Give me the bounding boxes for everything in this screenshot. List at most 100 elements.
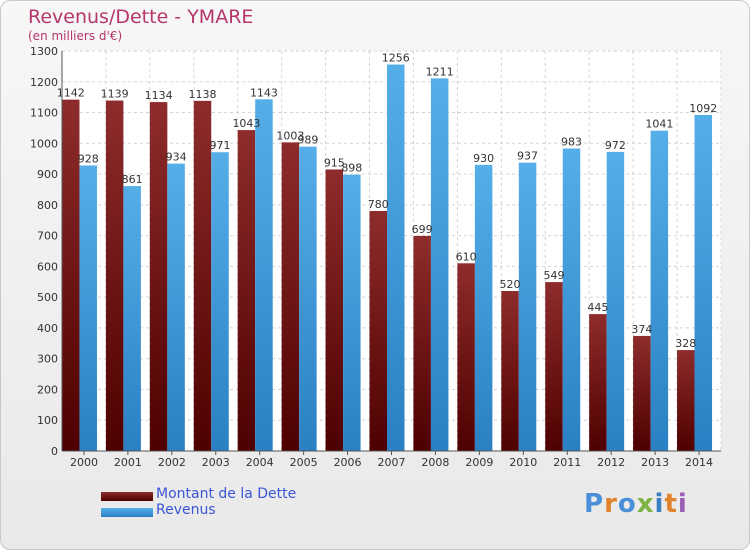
logo-letter: i [654, 489, 665, 519]
x-tick-label: 2000 [70, 456, 98, 469]
y-tick-label: 100 [37, 414, 58, 427]
data-label-revenue: 1256 [382, 52, 410, 65]
y-tick-label: 1000 [30, 137, 58, 150]
data-label-revenue: 983 [561, 136, 582, 149]
x-tick-label: 2002 [158, 456, 186, 469]
x-tick-label: 2011 [553, 456, 581, 469]
data-label-debt: 445 [587, 301, 608, 314]
logo-letter: r [604, 489, 618, 519]
x-tick-label: 2005 [290, 456, 318, 469]
data-label-debt: 1134 [145, 89, 173, 102]
x-tick-label: 2003 [202, 456, 230, 469]
logo-letter: i [677, 489, 688, 519]
y-tick-label: 800 [37, 199, 58, 212]
data-label-debt: 520 [500, 278, 521, 291]
bar-revenue [650, 130, 669, 451]
data-label-debt: 699 [412, 223, 433, 236]
logo-letter: P [584, 489, 605, 519]
y-tick-label: 0 [51, 445, 58, 458]
legend-swatch-revenue [101, 508, 153, 517]
bar-revenue [430, 78, 449, 451]
data-label-debt: 1138 [189, 88, 217, 101]
data-label-debt: 1142 [57, 87, 85, 100]
data-label-revenue: 1092 [689, 102, 717, 115]
bar-debt [369, 211, 387, 451]
data-label-debt: 1043 [232, 117, 260, 130]
bar-debt [237, 130, 256, 452]
bar-debt [633, 335, 651, 451]
bar-revenue [694, 115, 713, 451]
bar-debt [501, 291, 519, 451]
data-label-revenue: 928 [78, 152, 99, 165]
bar-debt [457, 263, 475, 451]
chart-title: Revenus/Dette - YMARE [28, 6, 254, 28]
bar-debt [325, 169, 344, 451]
bar-revenue [387, 64, 405, 452]
legend-swatch-debt [101, 492, 153, 501]
y-tick-label: 900 [37, 168, 58, 181]
bar-debt [413, 235, 431, 451]
x-tick-label: 2014 [685, 456, 713, 469]
legend-label-debt: Montant de la Dette [156, 486, 297, 502]
bar-revenue [343, 174, 361, 451]
x-tick-label: 2007 [378, 456, 406, 469]
x-tick-label: 2008 [421, 456, 449, 469]
data-label-revenue: 1143 [250, 86, 278, 99]
bar-revenue [299, 146, 317, 451]
data-label-revenue: 937 [517, 150, 538, 163]
logo-letter: t [664, 489, 678, 519]
y-tick-label: 500 [37, 291, 58, 304]
data-label-debt: 1139 [101, 88, 129, 101]
bar-revenue [79, 165, 97, 451]
x-tick-label: 2004 [246, 456, 274, 469]
y-tick-label: 1300 [30, 45, 58, 58]
data-label-revenue: 934 [166, 151, 187, 164]
bar-debt [545, 282, 563, 451]
y-tick-label: 1100 [30, 107, 58, 120]
chart-subtitle: (en milliers d'€) [28, 29, 123, 43]
data-label-revenue: 971 [210, 139, 231, 152]
x-tick-label: 2006 [334, 456, 362, 469]
bar-debt [149, 102, 168, 452]
x-tick-label: 2010 [509, 456, 537, 469]
bar-debt [61, 99, 80, 451]
y-tick-label: 600 [37, 260, 58, 273]
x-tick-label: 2009 [465, 456, 493, 469]
data-label-revenue: 898 [341, 162, 362, 175]
legend-label-revenue: Revenus [156, 502, 216, 518]
bar-revenue [474, 164, 493, 451]
bar-debt [193, 100, 212, 451]
logo-letter: o [617, 489, 637, 519]
bar-debt [281, 142, 300, 451]
data-label-revenue: 989 [297, 134, 318, 147]
y-tick-label: 700 [37, 230, 58, 243]
bar-revenue [255, 99, 273, 452]
bar-debt [589, 314, 607, 451]
bar-revenue [211, 152, 229, 451]
proxiti-logo: Proxiti [584, 489, 688, 519]
data-label-debt: 1003 [276, 129, 304, 142]
y-tick-label: 300 [37, 353, 58, 366]
x-tick-label: 2013 [641, 456, 669, 469]
data-label-debt: 374 [631, 323, 652, 336]
data-label-debt: 780 [368, 198, 389, 211]
bar-revenue [123, 186, 141, 452]
data-label-debt: 610 [456, 250, 477, 263]
bar-revenue [562, 148, 581, 452]
data-label-debt: 549 [543, 269, 564, 282]
bar-debt [677, 350, 695, 451]
data-label-revenue: 930 [473, 152, 494, 165]
y-tick-label: 200 [37, 383, 58, 396]
data-label-revenue: 1211 [426, 65, 454, 78]
data-label-revenue: 972 [605, 139, 626, 152]
bar-revenue [167, 163, 185, 451]
bar-revenue [606, 151, 625, 451]
bar-debt [105, 100, 124, 452]
data-label-revenue: 861 [122, 173, 143, 186]
data-label-revenue: 1041 [645, 118, 673, 131]
logo-letter: x [636, 489, 655, 519]
x-tick-label: 2012 [597, 456, 625, 469]
data-label-debt: 915 [324, 156, 345, 169]
